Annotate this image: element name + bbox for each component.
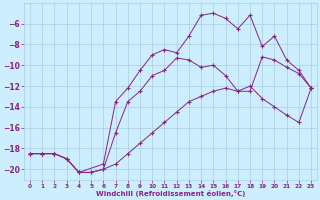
X-axis label: Windchill (Refroidissement éolien,°C): Windchill (Refroidissement éolien,°C) <box>96 190 245 197</box>
